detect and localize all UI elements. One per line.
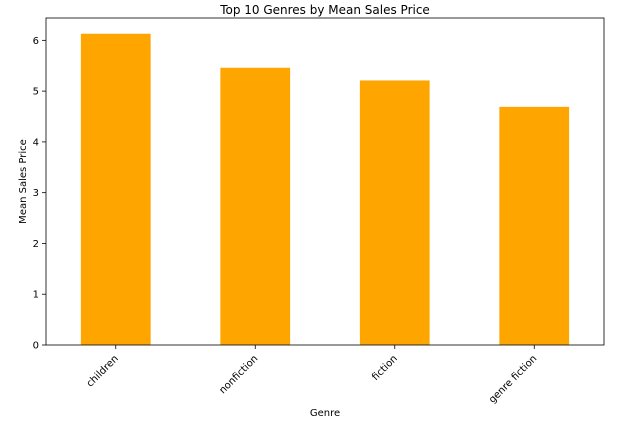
plot-frame	[45, 17, 605, 346]
y-tick-label: 1	[33, 290, 39, 301]
y-tick-label: 4	[33, 137, 39, 148]
y-tick-label: 6	[33, 36, 39, 47]
bar-fiction	[359, 80, 430, 346]
y-axis-label: Mean Sales Price	[18, 139, 29, 224]
x-axis-label: Genre	[310, 408, 340, 419]
x-tick-label: nonfiction	[217, 353, 260, 396]
x-tick-label: fiction	[370, 353, 400, 383]
y-tick-label: 5	[33, 87, 39, 98]
bar-genre-fiction	[499, 106, 570, 345]
y-tick-label: 3	[33, 188, 39, 199]
bar-nonfiction	[220, 67, 291, 346]
x-axis: children nonfiction fiction genre fiction	[85, 345, 539, 406]
bars-group	[80, 33, 570, 346]
y-tick-label: 2	[33, 239, 39, 250]
bar-children	[80, 33, 151, 345]
y-tick-label: 0	[33, 341, 39, 352]
y-axis: 0 1 2 3 4 5 6	[33, 36, 46, 352]
x-tick-label: genre fiction	[487, 353, 539, 405]
chart-title: Top 10 Genres by Mean Sales Price	[219, 3, 430, 17]
x-tick-label: children	[85, 353, 121, 389]
